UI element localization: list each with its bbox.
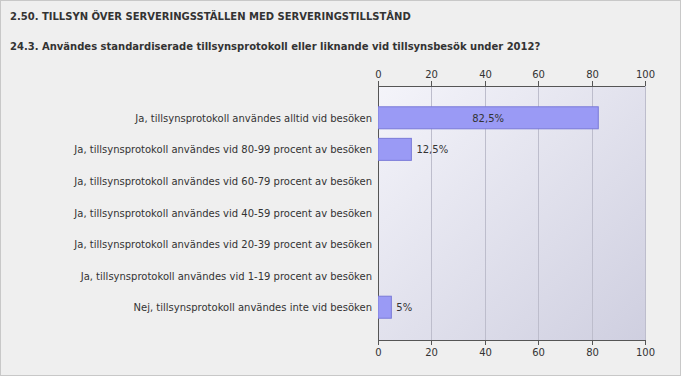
category-label: Ja, tillsynsprotokoll användes vid 60-79… [73,176,372,187]
tick [538,81,539,86]
background [1,1,681,376]
category-label: Nej, tillsynsprotokoll användes inte vid… [134,302,372,313]
tick-label: 0 [375,69,381,80]
subtitle: 24.3. Användes standardiserade tillsynsp… [10,41,540,52]
tick-label: 40 [479,69,492,80]
bar [378,202,379,224]
tick-label: 60 [532,69,545,80]
tick-label: 100 [636,347,655,358]
tick-label: 80 [586,347,599,358]
bar [378,107,598,129]
tick-label: 100 [636,69,655,80]
tick [645,340,646,345]
axis-line [378,86,645,87]
bar [378,138,411,160]
bars [378,107,598,318]
tick [645,81,646,86]
tick-label: 20 [425,69,438,80]
data-label: 5% [396,302,412,313]
data-label: 12,5% [416,144,448,155]
tick [378,81,379,86]
tick-label: 80 [586,69,599,80]
tick [592,81,593,86]
tick-label: 0 [375,347,381,358]
category-label: Ja, tillsynsprotokoll användes vid 1-19 … [80,271,372,282]
bar [378,265,379,287]
grid-line [645,86,646,340]
category-label: Ja, tillsynsprotokoll användes alltid vi… [134,113,372,124]
title: 2.50. TILLSYN ÖVER SERVERINGSSTÄLLEN MED… [10,9,411,22]
bar [378,296,391,318]
plot-area [378,86,645,340]
tick [431,81,432,86]
tick-label: 20 [425,347,438,358]
axis-line [378,340,645,341]
tick-label: 60 [532,347,545,358]
tick [485,81,486,86]
category-label: Ja, tillsynsprotokoll användes vid 40-59… [73,208,372,219]
category-label: Ja, tillsynsprotokoll användes vid 20-39… [73,239,372,250]
bar [378,170,379,192]
data-label: 82,5% [472,113,504,124]
chart: 2.50. TILLSYN ÖVER SERVERINGSSTÄLLEN MED… [0,0,681,376]
bar [378,233,379,255]
tick-label: 40 [479,347,492,358]
category-label: Ja, tillsynsprotokoll användes vid 80-99… [73,144,372,155]
